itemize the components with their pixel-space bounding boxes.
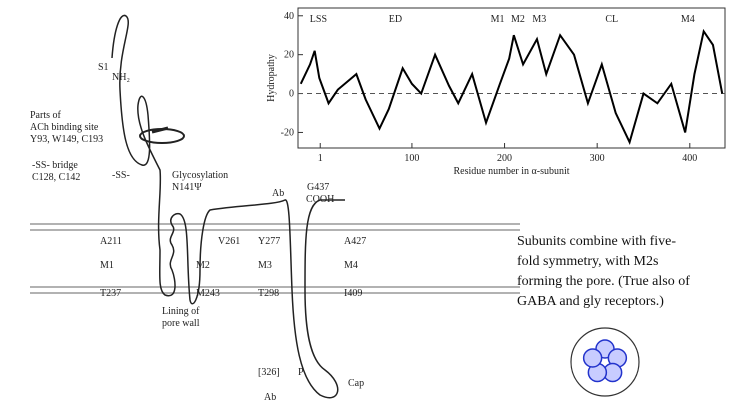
plot-frame xyxy=(298,8,725,148)
diagram-label: Parts of xyxy=(30,110,62,121)
diagram-label: NH₂ xyxy=(112,72,130,83)
segment-label: M3 xyxy=(532,14,546,25)
pentamer-icon xyxy=(571,328,639,396)
diagram-label: Ab xyxy=(272,188,284,199)
diagram-label: COOH xyxy=(306,194,334,205)
figure: S1NH₂ Parts ofACh binding siteY93, W149, … xyxy=(0,0,749,412)
x-tick-label: 1 xyxy=(318,153,323,164)
caption-line: fold symmetry, with M2s xyxy=(517,254,658,269)
diagram-label: N141Ψ xyxy=(172,182,202,193)
diagram-label: A427 xyxy=(344,236,366,247)
caption-line: GABA and gly receptors.) xyxy=(517,294,664,309)
segment-label: M1 xyxy=(491,14,505,25)
diagram-label: M1 xyxy=(100,260,114,271)
diagram-label: G437 xyxy=(307,182,329,193)
segment-label: LSS xyxy=(310,14,327,25)
diagram-label: P xyxy=(298,367,304,378)
diagram-label: M3 xyxy=(258,260,272,271)
segment-label: M4 xyxy=(681,14,695,25)
y-tick-label: 0 xyxy=(289,89,294,100)
polypeptide-chain xyxy=(112,15,345,397)
diagram-label: Y277 xyxy=(258,236,280,247)
caption-line: forming the pore. (True also of xyxy=(517,274,690,289)
diagram-label: T298 xyxy=(258,288,279,299)
caption-line: Subunits combine with five- xyxy=(517,234,676,249)
x-tick-label: 300 xyxy=(590,153,605,164)
diagram-label: M2 xyxy=(196,260,210,271)
diagram-label: T237 xyxy=(100,288,121,299)
membrane xyxy=(30,224,520,293)
diagram-label: [326] xyxy=(258,367,280,378)
hydropathy-line xyxy=(301,31,722,142)
diagram-label: Cap xyxy=(348,378,364,389)
diagram-label: Glycosylation xyxy=(172,170,228,181)
diagram-label: Ab xyxy=(264,392,276,403)
diagram-label: -SS- xyxy=(112,170,130,181)
diagram-label: pore wall xyxy=(162,318,200,329)
diagram-label: C128, C142 xyxy=(32,172,80,183)
diagram-label: Y93, W149, C193 xyxy=(30,134,103,145)
y-tick-label: 20 xyxy=(284,50,294,61)
segment-label: M2 xyxy=(511,14,525,25)
segment-label: ED xyxy=(389,14,402,25)
diagram-label: M4 xyxy=(344,260,358,271)
subunit xyxy=(584,349,602,367)
diagram-label: M243 xyxy=(196,288,220,299)
diagram-label: Lining of xyxy=(162,306,200,317)
binding-ring xyxy=(140,129,184,143)
diagram-label: A211 xyxy=(100,236,122,247)
x-tick-label: 200 xyxy=(497,153,512,164)
diagram-label: V261 xyxy=(218,236,240,247)
x-tick-label: 100 xyxy=(404,153,419,164)
diagram-label: S1 xyxy=(98,62,109,73)
y-axis-label: Hydropathy xyxy=(266,54,277,102)
x-tick-label: 400 xyxy=(682,153,697,164)
diagram-label: -SS- bridge xyxy=(32,160,78,171)
diagram-label: I409 xyxy=(344,288,362,299)
segment-label: CL xyxy=(605,14,618,25)
diagram-label: ACh binding site xyxy=(30,122,99,133)
x-axis-label: Residue number in α-subunit xyxy=(453,166,569,177)
y-tick-label: 40 xyxy=(284,11,294,22)
y-tick-label: -20 xyxy=(281,127,294,138)
